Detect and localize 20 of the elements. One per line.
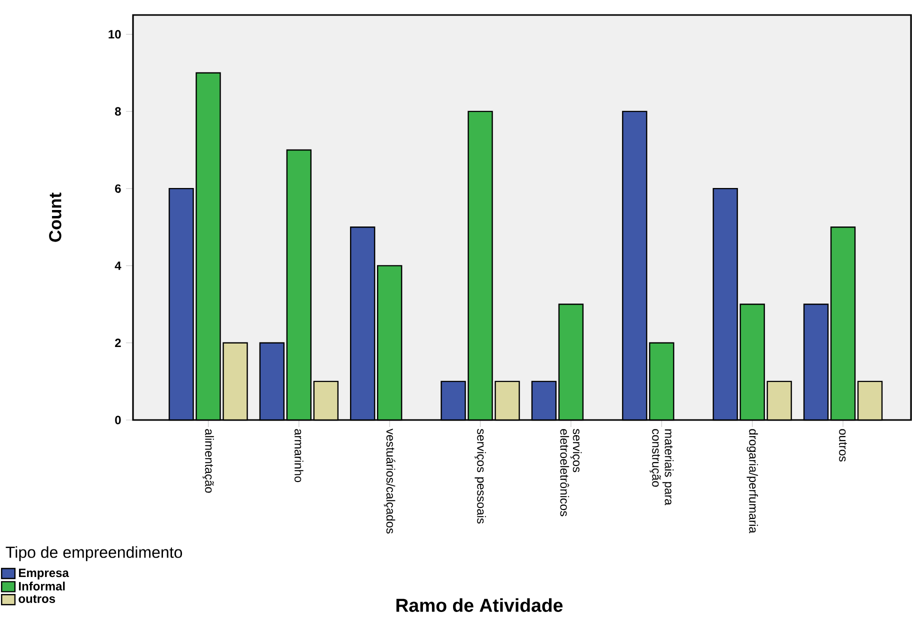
legend-title: Tipo de empreendimento <box>6 546 182 562</box>
x-tick-label: serviços pessoais <box>474 428 486 524</box>
y-tick-label: 8 <box>114 107 121 116</box>
y-tick-label: 0 <box>115 416 121 424</box>
x-axis-title: Ramo de Atividade <box>396 598 563 612</box>
y-tick-label: 10 <box>108 30 121 39</box>
x-tick-label: serviços eletroeletrônicos <box>560 428 582 516</box>
legend-label: Informal <box>19 582 65 590</box>
legend-label: Empresa <box>19 568 69 580</box>
y-tick-label: 6 <box>115 184 121 193</box>
y-tick-label: 2 <box>115 338 121 348</box>
y-axis-title: Count <box>49 192 62 242</box>
x-tick-label: materiais para construção <box>650 429 674 506</box>
x-tick-label: armarinho <box>294 429 304 482</box>
x-tick-label: alimentação <box>202 429 214 493</box>
legend-label: outros <box>18 595 56 603</box>
x-tick-label: vestuários/calçados <box>384 428 396 534</box>
x-tick-label: drogaria/perfumaria <box>746 429 758 534</box>
x-tick-label: outros <box>839 429 847 462</box>
y-tick-label: 4 <box>114 262 122 270</box>
